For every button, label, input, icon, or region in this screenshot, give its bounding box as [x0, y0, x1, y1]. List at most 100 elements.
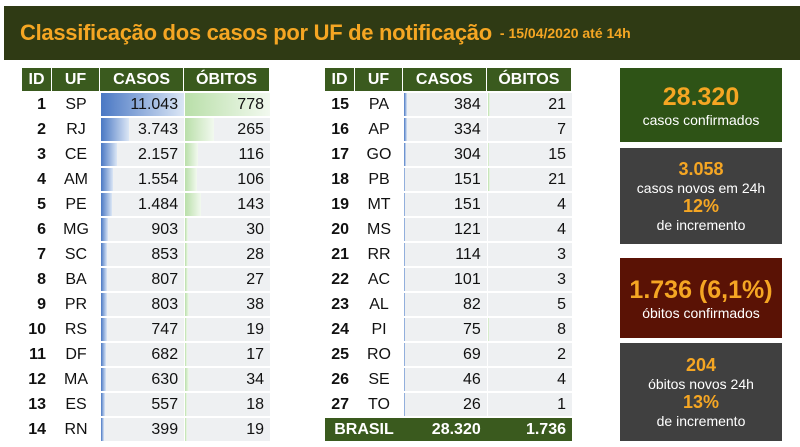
- row-cases: 69: [403, 343, 487, 366]
- cases-bar: [101, 143, 118, 166]
- page-subtitle: - 15/04/2020 até 14h: [499, 25, 631, 41]
- deaths-value: 4: [557, 195, 566, 213]
- deaths-value: 265: [237, 120, 264, 138]
- row-id: 20: [331, 220, 349, 238]
- row-uf: PE: [65, 195, 87, 213]
- confirmed-cases-value: 28.320: [662, 82, 740, 111]
- deaths-value: 28: [246, 245, 264, 263]
- row-deaths: 106: [184, 168, 270, 191]
- deaths-value: 34: [246, 370, 264, 388]
- deaths-bar: [487, 168, 490, 191]
- new-cases-label: casos novos em 24h: [636, 180, 766, 196]
- cases-bar: [101, 293, 108, 316]
- row-id: 9: [37, 295, 46, 313]
- cases-bar: [404, 243, 405, 266]
- row-uf: PA: [368, 95, 390, 113]
- row-deaths: 30: [184, 218, 270, 241]
- row-id: 22: [331, 270, 349, 288]
- row-deaths: 21: [486, 93, 572, 116]
- table-row: 11 DF 682 17: [22, 343, 270, 366]
- row-id: 23: [331, 295, 349, 313]
- deaths-value: 1: [557, 395, 566, 413]
- row-cases: 82: [403, 293, 487, 316]
- row-cases: 101: [403, 268, 487, 291]
- row-deaths: 4: [486, 218, 572, 241]
- cases-bar: [101, 393, 106, 416]
- deaths-bar: [185, 418, 188, 441]
- cases-bar: [101, 118, 130, 141]
- row-cases: 2.157: [100, 143, 185, 166]
- new-deaths-label: óbitos novos 24h: [648, 376, 754, 392]
- cases-value: 114: [455, 245, 481, 263]
- row-cases: 807: [100, 268, 185, 291]
- new-cases-value: 3.058: [678, 159, 724, 179]
- row-deaths: 4: [486, 193, 572, 216]
- row-uf: MA: [64, 370, 88, 388]
- row-uf: SE: [368, 370, 390, 388]
- table-row: 14 RN 399 19: [22, 418, 270, 441]
- row-id: 11: [29, 345, 46, 363]
- row-id: 27: [331, 395, 349, 413]
- cases-bar: [404, 318, 405, 341]
- cases-bar: [404, 168, 406, 191]
- cases-value: 2.157: [138, 145, 179, 163]
- column-header: ÓBITOS: [486, 68, 572, 91]
- row-cases: 903: [100, 218, 185, 241]
- row-cases: 384: [403, 93, 487, 116]
- row-deaths: 5: [486, 293, 572, 316]
- cases-value: 82: [462, 295, 481, 313]
- deaths-bar: [487, 143, 490, 166]
- row-id: 25: [331, 345, 349, 363]
- row-id: 15: [331, 95, 349, 113]
- deaths-value: 116: [238, 145, 264, 163]
- cases-bar: [101, 268, 108, 291]
- cases-bar: [404, 93, 407, 116]
- deaths-bar: [487, 93, 490, 116]
- cases-bar: [404, 293, 405, 316]
- deaths-bar: [185, 243, 189, 266]
- deaths-value: 15: [548, 145, 566, 163]
- row-cases: 151: [403, 168, 487, 191]
- column-header: UF: [355, 68, 403, 91]
- deaths-value: 17: [246, 345, 264, 363]
- row-deaths: 19: [184, 418, 270, 441]
- cases-value: 399: [151, 420, 179, 438]
- row-deaths: 4: [486, 368, 572, 391]
- deaths-bar: [185, 193, 201, 216]
- new-cases-pct-label: de incremento: [656, 217, 746, 233]
- cases-value: 384: [454, 95, 481, 113]
- row-uf: BA: [65, 270, 87, 288]
- table-row: 13 ES 557 18: [22, 393, 270, 416]
- table-row: 12 MA 630 34: [22, 368, 270, 391]
- deaths-bar: [185, 218, 189, 241]
- deaths-value: 3: [557, 245, 566, 263]
- cases-value: 151: [454, 195, 481, 213]
- deaths-value: 27: [246, 270, 264, 288]
- deaths-value: 143: [237, 195, 264, 213]
- row-id: 16: [331, 120, 349, 138]
- column-header: ID: [325, 68, 355, 91]
- row-id: 19: [331, 195, 349, 213]
- total-label: BRASIL: [325, 418, 403, 441]
- row-uf: PB: [368, 170, 390, 188]
- row-deaths: 116: [184, 143, 270, 166]
- cases-value: 1.484: [138, 195, 179, 213]
- cases-value: 75: [462, 320, 481, 338]
- deaths-bar: [185, 368, 189, 391]
- table-row: 15 PA 384 21: [325, 93, 572, 116]
- row-deaths: 28: [184, 243, 270, 266]
- table-row: 20 MS 121 4: [325, 218, 572, 241]
- row-uf: RR: [367, 245, 391, 263]
- row-cases: 46: [403, 368, 487, 391]
- table-row: 18 PB 151 21: [325, 168, 572, 191]
- row-id: 6: [37, 220, 46, 238]
- row-cases: 334: [403, 118, 487, 141]
- row-cases: 121: [403, 218, 487, 241]
- cases-bar: [101, 93, 185, 116]
- new-deaths-pct-label: de incremento: [656, 413, 746, 429]
- cases-value: 630: [151, 370, 179, 388]
- row-deaths: 27: [184, 268, 270, 291]
- column-header: CASOS: [403, 68, 487, 91]
- row-cases: 304: [403, 143, 487, 166]
- table-row: 1 SP 11.043 778: [22, 93, 270, 116]
